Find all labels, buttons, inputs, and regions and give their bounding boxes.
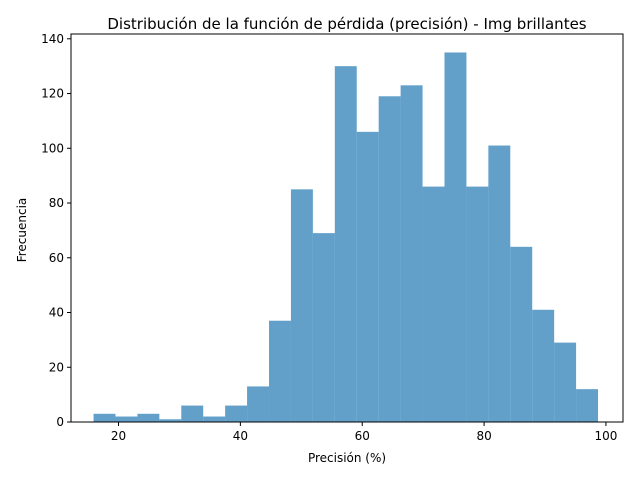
histogram-bar [181,405,204,422]
histogram-bar [269,320,291,422]
y-tick-label: 100 [41,141,64,155]
y-tick-label: 120 [41,87,64,101]
histogram-bar [115,416,138,422]
histogram-bar [554,342,577,422]
y-tick-label: 80 [49,196,64,210]
histogram-bar [334,66,357,422]
histogram-bar [532,309,555,422]
x-tick-label: 100 [594,429,617,443]
histogram-bar [159,419,182,422]
histogram-bar [203,416,226,422]
y-tick-label: 20 [49,360,64,374]
y-axis-label: Frecuencia [15,198,29,263]
bars-group [93,52,599,422]
histogram-bar [93,413,116,422]
histogram-bar [510,246,533,422]
plot-frame [70,33,624,423]
histogram-bar [488,145,511,422]
histogram-bar [225,405,248,422]
y-tick-label: 60 [49,251,64,265]
y-tick-label: 140 [41,32,64,46]
histogram-bar [312,233,335,422]
x-axis-ticks: 20 40 60 80 100 [111,422,617,443]
histogram-bar [290,189,313,422]
x-tick-label: 20 [111,429,126,443]
x-axis-label: Precisión (%) [308,451,386,465]
histogram-bar [400,85,423,422]
x-tick-label: 80 [476,429,491,443]
chart-title: Distribución de la función de pérdida (p… [107,15,586,33]
x-tick-label: 60 [355,429,370,443]
histogram-bar [444,52,467,422]
y-tick-label: 40 [49,306,64,320]
histogram-bar [466,186,489,422]
histogram-bar [422,186,445,422]
x-tick-label: 40 [233,429,248,443]
y-axis-ticks: 0 20 40 60 80 100 120 140 [41,32,71,429]
histogram-bar [137,413,160,422]
y-tick-label: 0 [56,415,64,429]
histogram-bar [356,131,379,422]
histogram-bar [247,386,270,422]
histogram-bar [576,389,599,422]
histogram-bar [378,96,401,422]
